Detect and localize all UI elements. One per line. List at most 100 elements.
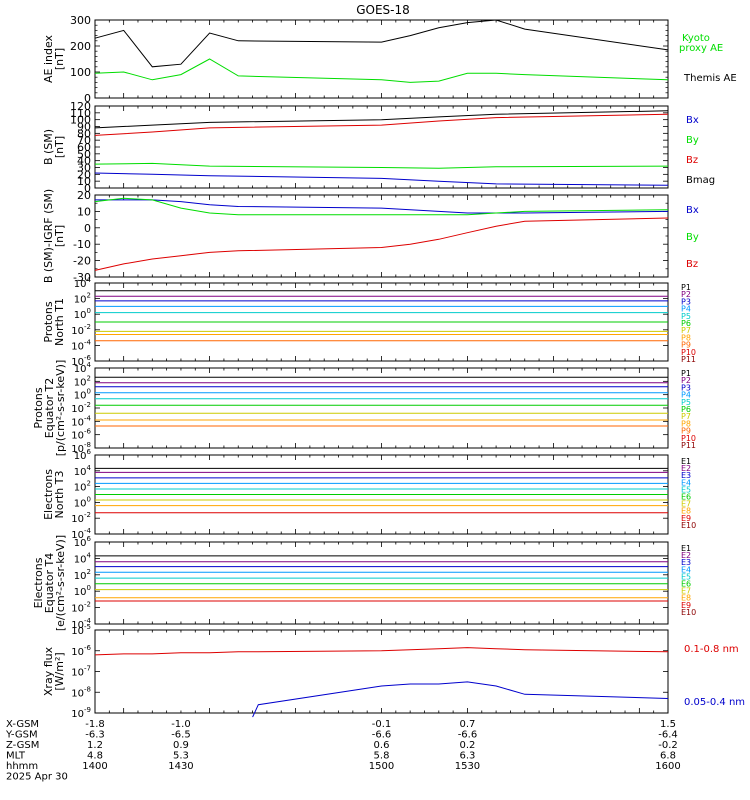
legend-entry: By xyxy=(686,135,699,146)
y-tick-label: 10 xyxy=(77,205,91,218)
footer-value: 1600 xyxy=(655,761,680,772)
legend-entry: E9 xyxy=(681,514,691,523)
footer-value: -0.2 xyxy=(658,740,678,751)
legend-entry: 0.1-0.8 nm xyxy=(684,644,739,655)
y-tick-label: 100 xyxy=(74,495,91,509)
footer-value: 1400 xyxy=(82,761,107,772)
legend-entry: Bz xyxy=(686,155,698,166)
y-tick-label: 10 xyxy=(77,175,91,188)
legend-entry: E6 xyxy=(681,493,691,502)
y-tick-label: 10-4 xyxy=(71,414,91,428)
legend-entry: P10 xyxy=(681,348,696,357)
series-line-themis-ae xyxy=(94,19,669,68)
y-tick-label: 10-4 xyxy=(71,527,91,541)
legend-entry: P4 xyxy=(681,305,691,314)
y-tick-label: 100 xyxy=(74,584,91,598)
y-axis-label: ProtonsNorth T1 xyxy=(42,298,66,346)
y-tick-label: 70 xyxy=(77,134,91,147)
panel-frame xyxy=(94,105,669,189)
legend-entry: P8 xyxy=(681,419,691,428)
footer-value: 0.7 xyxy=(459,719,475,730)
legend-entry: P3 xyxy=(681,297,691,306)
y-tick-label: 10-9 xyxy=(71,706,91,720)
legend-entry: E8 xyxy=(681,507,691,516)
y-tick-label: 10-8 xyxy=(71,441,91,455)
y-tick-label: 0 xyxy=(84,222,91,235)
panel-8: 10-9 10-8 10-7 10-6 10-5 Xray flux[W/m²] 0.1-0… xyxy=(42,623,745,720)
y-tick-label: 110 xyxy=(70,107,91,120)
plot-title: GOES-18 xyxy=(356,3,410,17)
y-tick-label: 0 xyxy=(84,92,91,105)
y-axis-label: AE index[nT] xyxy=(42,34,66,83)
panel-frame xyxy=(94,541,669,625)
legend-entry: P11 xyxy=(681,441,696,450)
legend-entry: E7 xyxy=(681,587,691,596)
legend-entry: E2 xyxy=(681,551,691,560)
legend-entry: P5 xyxy=(681,312,691,321)
y-tick-label: -30 xyxy=(73,271,91,284)
y-tick-label: 200 xyxy=(70,40,91,53)
footer-value: -6.5 xyxy=(171,730,191,741)
legend-entry: E10 xyxy=(681,608,696,617)
footer-value: -1.8 xyxy=(85,719,105,730)
footer-row-label: MLT xyxy=(6,751,26,762)
legend-entry: P6 xyxy=(681,319,691,328)
y-tick-label: 10-6 xyxy=(71,354,91,368)
legend-entry: P4 xyxy=(681,391,691,400)
panel-frame xyxy=(94,367,669,449)
y-tick-label: 100 xyxy=(74,388,91,402)
y-tick-label: 20 xyxy=(77,189,91,202)
y-tick-label: 10-8 xyxy=(71,685,91,699)
legend-entry: E2 xyxy=(681,464,691,473)
legend-entry: Bx xyxy=(686,115,699,126)
panel-frame xyxy=(94,19,669,99)
y-tick-label: 104 xyxy=(74,551,92,565)
y-tick-label: 10-2 xyxy=(71,511,91,525)
legend-entry: P9 xyxy=(681,427,691,436)
footer-value: 0.2 xyxy=(459,740,475,751)
y-axis-label: B (SM)[nT] xyxy=(42,129,66,165)
y-axis-label: Xray flux[W/m²] xyxy=(42,646,66,696)
y-tick-label: -20 xyxy=(73,255,91,268)
legend-entry: E8 xyxy=(681,594,691,603)
footer-row-label: X-GSM xyxy=(6,719,39,730)
y-tick-label: 102 xyxy=(74,480,91,494)
panel-7: 10-4 10-2 100 102 104 106 ElectronsEquator T4[… xyxy=(32,535,696,631)
footer-value: 1500 xyxy=(369,761,394,772)
legend-entry: E4 xyxy=(681,478,691,487)
legend-entry: P7 xyxy=(681,412,691,421)
footer-value: 1430 xyxy=(168,761,193,772)
legend-entry: E3 xyxy=(681,558,691,567)
y-axis-label: ProtonsEquator T2[p/(cm²-s-sr-keV)] xyxy=(32,360,67,457)
y-tick-label: 50 xyxy=(77,148,91,161)
series-line-bz xyxy=(94,217,669,271)
panel-frame xyxy=(94,194,669,278)
y-tick-label: 104 xyxy=(74,464,92,478)
legend-entry: Bmag xyxy=(686,175,715,186)
y-tick-label: -10 xyxy=(73,238,91,251)
y-tick-label: 60 xyxy=(77,141,91,154)
y-axis-label: B (SM)-IGRF (SM)[nT] xyxy=(42,189,66,283)
footer-value: -6.6 xyxy=(372,730,392,741)
y-tick-label: 10-2 xyxy=(71,401,91,415)
legend-entry: P10 xyxy=(681,434,696,443)
footer-value: 1530 xyxy=(455,761,480,772)
footer-value: -1.0 xyxy=(171,719,191,730)
y-tick-label: 10-2 xyxy=(71,323,91,337)
y-tick-label: 80 xyxy=(77,127,91,140)
legend-entry: P11 xyxy=(681,355,696,364)
y-tick-label: 10-2 xyxy=(71,601,91,615)
legend-entry: P1 xyxy=(681,283,691,292)
series-line-0-05-0-4-nm xyxy=(252,681,669,718)
footer-value: 4.8 xyxy=(87,751,103,762)
footer-value: -6.6 xyxy=(458,730,478,741)
legend-entry: E1 xyxy=(681,457,691,466)
legend-entry: By xyxy=(686,232,699,243)
legend-entry: E4 xyxy=(681,565,691,574)
footer-value: 1.5 xyxy=(660,719,676,730)
legend-entry: 0.05-0.4 nm xyxy=(684,697,745,708)
